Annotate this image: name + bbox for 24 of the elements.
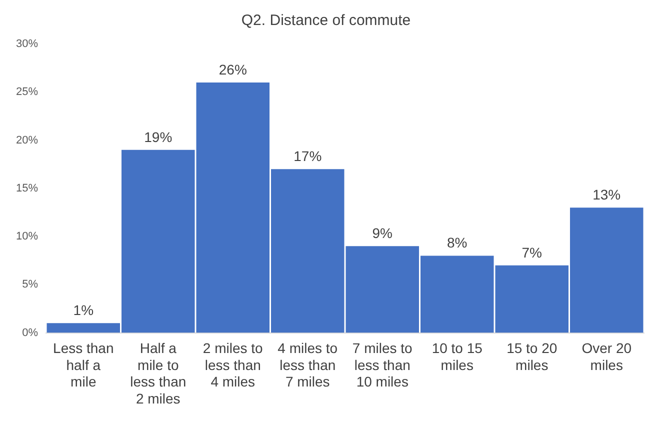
x-tick-label: 7 miles to less than 10 miles	[352, 340, 413, 390]
data-label: 7%	[522, 244, 542, 260]
x-tick-label: 4 miles to less than 7 miles	[278, 340, 338, 390]
x-tick-label: 10 to 15 miles	[432, 340, 483, 373]
y-tick-label: 10%	[16, 230, 38, 243]
chart-title: Q2. Distance of commute	[241, 12, 411, 30]
x-tick-label: 2 miles to less than 4 miles	[202, 340, 264, 390]
y-tick-label: 15%	[16, 182, 38, 194]
y-tick-label: 0%	[22, 326, 38, 339]
data-label: 8%	[447, 234, 468, 251]
data-label: 26%	[218, 61, 247, 78]
x-tick-label: Over 20 miles	[582, 340, 632, 373]
data-label: 17%	[294, 148, 322, 164]
y-tick-label: 20%	[16, 134, 38, 146]
y-tick-label: 30%	[16, 38, 38, 50]
data-label: 1%	[73, 302, 94, 318]
x-tick-label: Less than half a mile	[53, 340, 114, 390]
data-label: 19%	[144, 128, 172, 145]
y-tick-label: 25%	[16, 86, 38, 98]
y-tick-label: 5%	[22, 278, 38, 291]
x-tick-label: Half a mile to less than 2 miles	[130, 340, 186, 406]
x-tick-label: 15 to 20 miles	[506, 340, 558, 373]
data-label: 13%	[592, 186, 621, 203]
data-label: 9%	[372, 225, 392, 242]
